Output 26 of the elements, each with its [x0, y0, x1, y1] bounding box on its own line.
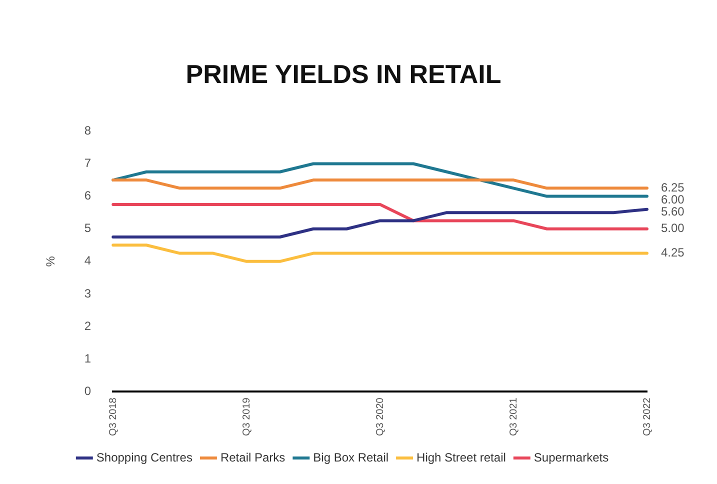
y-tick-label: 8 [84, 124, 92, 138]
data-label: 5.00 [661, 221, 685, 236]
data-label: 5.60 [661, 204, 685, 218]
y-tick-label: 3 [84, 286, 92, 300]
chart-title: PRIME YIELDS IN RETAIL [186, 58, 502, 89]
y-tick-label: 6 [84, 188, 92, 203]
y-tick-label: 1 [84, 351, 92, 366]
legend-label: Big Box Retail [313, 450, 389, 464]
y-tick-label: 4 [84, 254, 92, 268]
y-tick-label: 0 [84, 384, 92, 398]
data-label: 4.25 [661, 246, 685, 260]
y-tick-label: 2 [84, 318, 92, 333]
data-label: 6.00 [661, 192, 685, 206]
x-tick-label: Q3 2022 [642, 397, 653, 436]
legend-label: Retail Parks [220, 450, 286, 464]
y-axis-title: % [44, 256, 58, 267]
data-label: 6.25 [661, 180, 685, 194]
x-tick-label: Q3 2018 [108, 397, 119, 436]
legend-label: Shopping Centres [96, 450, 192, 464]
x-tick-label: Q3 2019 [241, 397, 252, 436]
legend-label: Supermarkets [534, 450, 609, 464]
x-tick-label: Q3 2021 [508, 397, 520, 436]
y-tick-label: 7 [84, 156, 92, 170]
y-tick-label: 5 [84, 221, 92, 236]
x-tick-label: Q3 2020 [374, 397, 386, 436]
legend-label: High Street retail [416, 450, 506, 464]
